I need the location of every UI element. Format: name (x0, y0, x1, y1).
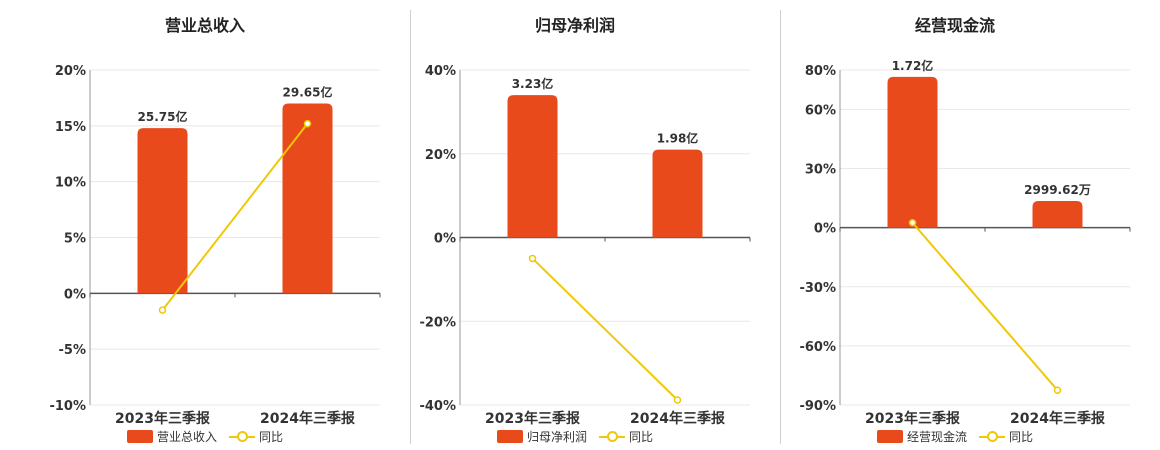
y-tick-label: 0% (814, 222, 836, 237)
x-tick-label: 2024年三季报 (260, 410, 355, 426)
yoy-line (161, 122, 309, 311)
x-tick-label: 2024年三季报 (630, 410, 725, 426)
chart-panel-net-profit: 归母净利润 40% 20% 0% -20% -40% 3.23亿 1.98亿 2023年三季报… (390, 0, 760, 450)
x-tick-label: 2024年三季报 (1010, 410, 1105, 426)
bar-data-label: 25.75亿 (138, 109, 188, 124)
yoy-point (673, 396, 682, 404)
legend-bar-swatch (876, 429, 903, 443)
legend-label: 经营现金流 (906, 429, 967, 444)
y-tick-label: 0% (434, 232, 456, 247)
y-tick-label: 0% (64, 287, 86, 302)
panel-divider (780, 10, 781, 444)
chart-svg-net-profit: 40% 20% 0% -20% -40% 3.23亿 1.98亿 2023年三季报 2024年三… (419, 64, 751, 426)
y-tick-label: -10% (49, 399, 86, 414)
y-tick-label: -30% (799, 281, 836, 296)
legend-item-bar[interactable]: 经营现金流 (876, 428, 967, 445)
y-tick-label: -40% (419, 399, 456, 414)
legend-item-line[interactable]: 同比 (599, 428, 653, 445)
legend-label: 同比 (629, 429, 654, 444)
chart-title: 归母净利润 (534, 16, 615, 35)
y-tick-label: 15% (55, 120, 86, 135)
y-tick-label: 20% (425, 148, 456, 163)
legend-line-swatch (599, 430, 625, 443)
legend-line-swatch (229, 430, 255, 443)
legend-item-line[interactable]: 同比 (229, 428, 283, 445)
yoy-point (908, 218, 917, 227)
y-tick-label: 80% (805, 64, 836, 79)
y-tick-label: 30% (805, 163, 836, 178)
y-tick-label: -5% (59, 343, 86, 358)
yoy-point (303, 119, 312, 128)
yoy-line (911, 222, 1059, 391)
bar (282, 103, 333, 294)
chart-svg-revenue: 20% 15% 10% 5% 0% -5% -10% 25.75亿 29.65亿 2023年三季报… (49, 64, 381, 426)
chart-panel-cash-flow: 经营现金流 80% 60% 30% 0% -30% -60% -90% 1.72亿 2999.6… (770, 0, 1140, 450)
chart-title: 经营现金流 (914, 16, 995, 35)
yoy-point (1053, 386, 1062, 394)
bar-data-label: 29.65亿 (283, 85, 333, 100)
y-tick-label: 20% (55, 64, 86, 79)
legend-label: 同比 (1009, 429, 1034, 444)
bar (652, 149, 703, 238)
bar (1032, 201, 1083, 228)
yoy-point (158, 306, 167, 314)
legend-label: 归母净利润 (526, 429, 587, 444)
yoy-line (531, 257, 679, 401)
bar-data-label: 3.23亿 (512, 76, 554, 91)
bar (507, 95, 558, 238)
y-tick-label: -20% (419, 315, 456, 330)
chart-svg-cash-flow: 80% 60% 30% 0% -30% -60% -90% 1.72亿 2999.62万 2023… (799, 58, 1131, 426)
legend-item-bar[interactable]: 归母净利润 (496, 428, 587, 445)
y-tick-label: 60% (805, 103, 836, 118)
yoy-point (528, 254, 537, 263)
legend-label: 营业总收入 (156, 429, 217, 444)
bar (887, 76, 938, 228)
legend-label: 同比 (259, 429, 284, 444)
y-tick-label: 40% (425, 64, 456, 79)
x-tick-label: 2023年三季报 (485, 410, 580, 426)
legend-item-line[interactable]: 同比 (979, 428, 1033, 445)
bar (137, 128, 188, 294)
legend-bar-swatch (126, 429, 153, 443)
y-tick-label: -90% (799, 399, 836, 414)
chart-title: 营业总收入 (164, 16, 245, 35)
x-tick-label: 2023年三季报 (865, 410, 960, 426)
panel-divider (410, 10, 411, 444)
legend-line-swatch (979, 430, 1005, 443)
y-tick-label: 5% (64, 232, 86, 247)
bar-data-label: 1.98亿 (657, 131, 699, 146)
chart-legend: 归母净利润 同比 (390, 426, 760, 446)
chart-legend: 经营现金流 同比 (770, 426, 1140, 446)
legend-bar-swatch (496, 429, 523, 443)
legend-item-bar[interactable]: 营业总收入 (126, 428, 217, 445)
x-tick-label: 2023年三季报 (115, 410, 210, 426)
y-tick-label: 10% (55, 176, 86, 191)
chart-panel-revenue: 营业总收入 20% 15% 10% 5% 0% -5% -10% 25.75亿 29.65亿 20… (20, 0, 390, 450)
y-tick-label: -60% (799, 340, 836, 355)
bar-data-label: 1.72亿 (892, 58, 934, 73)
chart-legend: 营业总收入 同比 (20, 426, 390, 446)
bar-data-label: 2999.62万 (1024, 183, 1091, 197)
